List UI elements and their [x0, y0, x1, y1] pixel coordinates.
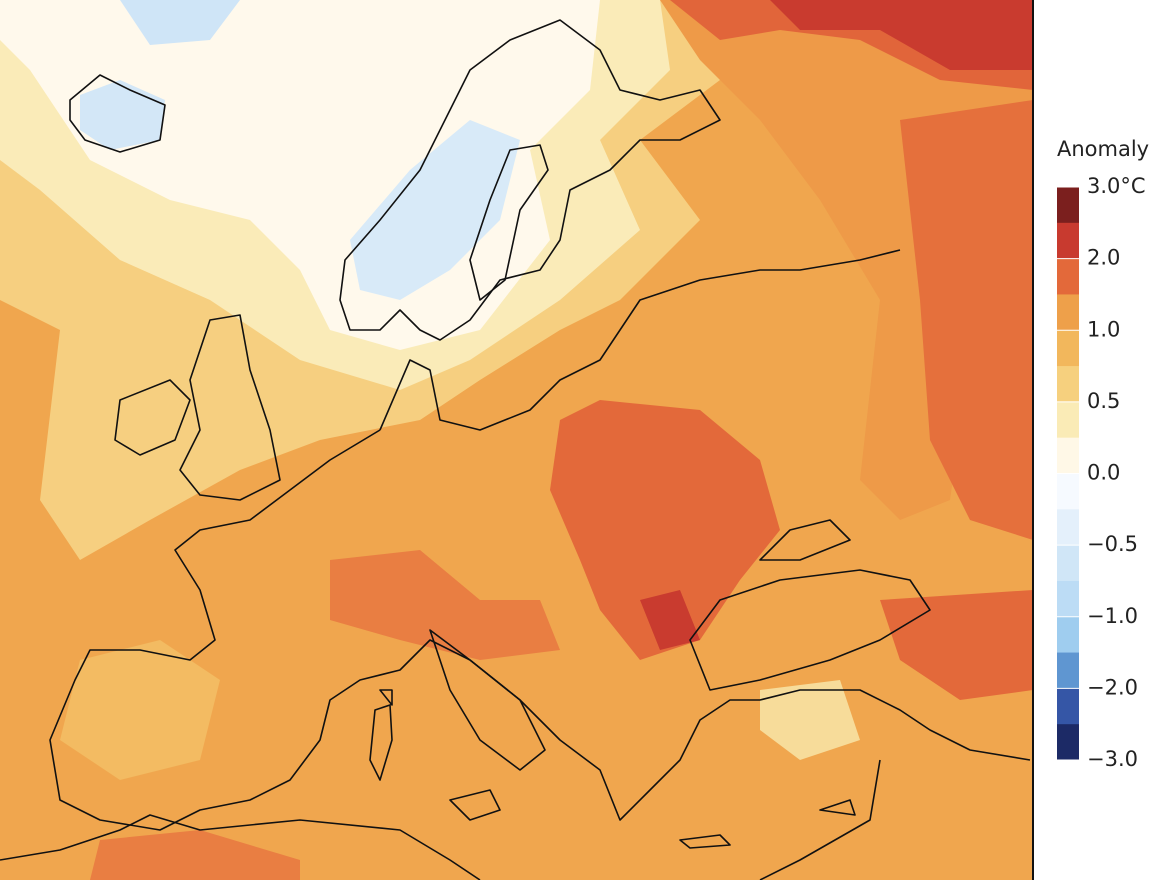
legend-tick-label: −3.0	[1087, 747, 1138, 771]
coastline	[114, 379, 191, 456]
legend-swatch	[1057, 616, 1079, 654]
legend-swatch	[1057, 401, 1079, 439]
legend-swatch	[1057, 222, 1079, 260]
legend-swatch	[1057, 724, 1079, 761]
legend-swatch	[1057, 652, 1079, 689]
legend-swatch	[1057, 688, 1079, 725]
legend-tick-label: −2.0	[1087, 675, 1138, 699]
legend-swatch	[1057, 330, 1079, 367]
coastline	[689, 569, 931, 691]
coastline	[449, 789, 856, 849]
anomaly-area	[60, 640, 220, 780]
legend-swatch	[1057, 580, 1079, 618]
anomaly-area	[760, 680, 860, 760]
coastline	[49, 249, 1031, 831]
anomaly-area	[770, 0, 1033, 70]
legend-tick-label: 3.0°C	[1087, 174, 1146, 198]
legend-title: Anomaly	[1057, 137, 1149, 161]
coastlines	[0, 19, 1031, 881]
coastline	[339, 19, 721, 341]
anomaly-area	[640, 590, 700, 650]
legend-swatch	[1057, 509, 1079, 546]
anomaly-area	[350, 120, 520, 300]
anomaly-area	[80, 80, 165, 150]
legend-tick-label: 1.0	[1087, 317, 1120, 341]
anomaly-area	[90, 830, 300, 880]
legend-swatch	[1057, 187, 1079, 224]
legend-swatch	[1057, 366, 1079, 403]
coastline	[429, 629, 546, 771]
legend-swatch	[1057, 258, 1079, 295]
legend-tick-label: 0.0	[1087, 461, 1120, 485]
legend-swatch	[1057, 545, 1079, 582]
anomaly-area	[550, 400, 780, 660]
map	[0, 0, 1034, 881]
coastline	[0, 759, 881, 881]
legend-swatch	[1057, 294, 1079, 331]
legend-swatch	[1057, 473, 1079, 510]
coastline	[469, 144, 549, 301]
legend-tick-label: −1.0	[1087, 604, 1138, 628]
anomaly-area	[120, 0, 240, 45]
legend-tick-label: 2.0	[1087, 246, 1120, 270]
coastline	[179, 314, 281, 501]
coastline	[369, 689, 393, 781]
legend-tick-label: 0.5	[1087, 389, 1120, 413]
anomaly-area	[330, 550, 560, 660]
legend-tick-label: −0.5	[1087, 532, 1138, 556]
coastline	[69, 74, 166, 153]
coastline	[759, 519, 851, 561]
anomaly-area	[900, 100, 1033, 540]
legend: Anomaly 3.0°C 2.0 1.0 0.5 0.0 −0.5 −1.0 −2.0 −3.…	[1057, 137, 1149, 771]
legend-swatch	[1057, 437, 1079, 474]
